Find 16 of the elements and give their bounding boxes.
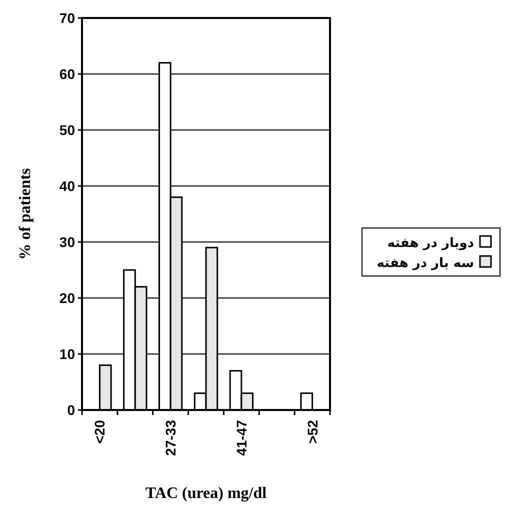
- legend-label: سه بار در هفته: [376, 256, 474, 271]
- x-tick-label: >52: [304, 420, 320, 444]
- y-axis-title: % of patients: [17, 168, 34, 260]
- y-tick-label: 60: [59, 66, 76, 82]
- x-tick-label: <20: [92, 420, 108, 444]
- y-tick-label: 40: [59, 178, 76, 194]
- y-tick-label: 50: [59, 122, 76, 138]
- y-tick-label: 30: [59, 234, 76, 250]
- y-tick-label: 20: [59, 290, 76, 306]
- legend-label: دوبار در هفته: [387, 236, 474, 251]
- x-tick-label: 41-47: [233, 420, 250, 456]
- x-tick-label: 27-33: [162, 420, 179, 456]
- x-axis-title: TAC (urea) mg/dl: [145, 485, 268, 502]
- y-tick-label: 70: [59, 10, 76, 26]
- y-tick-label: 0: [67, 402, 76, 418]
- y-tick-label: 10: [59, 346, 76, 362]
